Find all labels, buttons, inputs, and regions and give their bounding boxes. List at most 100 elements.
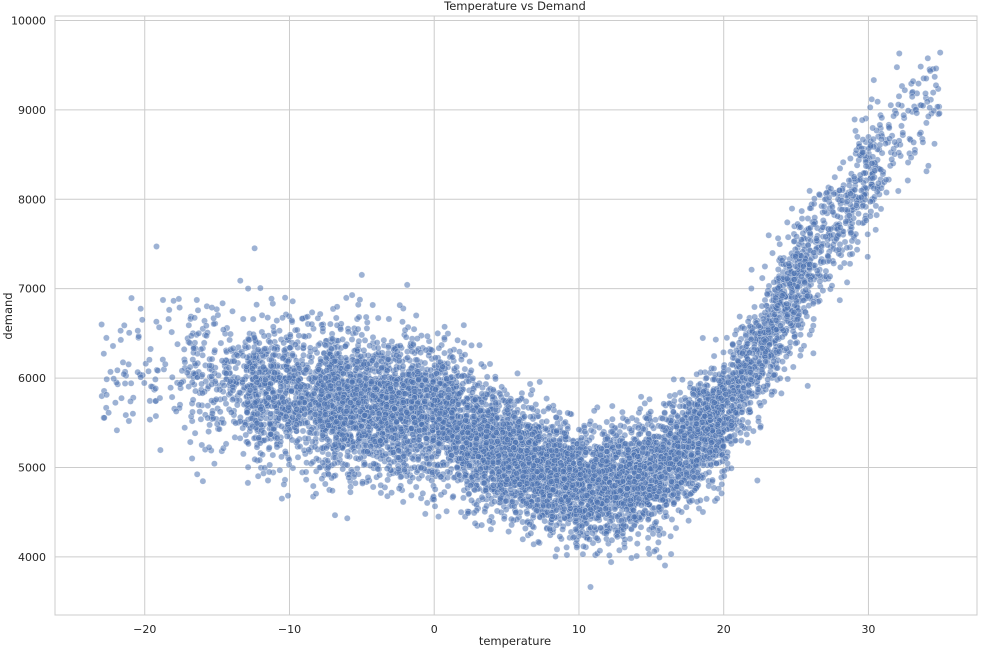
data-point xyxy=(140,379,148,387)
data-point xyxy=(750,427,757,435)
data-point xyxy=(214,311,222,319)
data-point xyxy=(128,294,135,302)
data-point xyxy=(434,330,442,337)
data-point xyxy=(200,339,208,347)
data-point xyxy=(917,63,925,70)
data-point xyxy=(245,440,252,448)
data-point xyxy=(699,334,707,342)
data-point xyxy=(309,482,317,490)
data-point xyxy=(461,365,469,373)
data-point xyxy=(854,238,862,246)
data-point xyxy=(460,321,468,329)
data-point xyxy=(435,344,443,352)
data-point xyxy=(776,240,784,248)
data-point xyxy=(454,336,461,344)
data-point xyxy=(325,471,332,478)
data-point xyxy=(125,329,133,337)
data-point xyxy=(644,516,652,524)
data-point xyxy=(637,393,645,401)
data-point xyxy=(137,305,145,313)
data-point xyxy=(193,296,201,304)
data-point xyxy=(423,499,431,507)
data-point xyxy=(738,422,745,429)
data-point xyxy=(744,419,752,426)
data-point xyxy=(192,387,199,395)
data-point xyxy=(119,359,127,366)
data-point xyxy=(814,291,822,299)
data-point xyxy=(281,294,289,302)
data-point xyxy=(403,281,411,289)
data-point xyxy=(798,207,806,215)
data-point xyxy=(362,313,370,321)
data-point xyxy=(608,536,616,544)
data-point xyxy=(396,301,404,309)
data-point xyxy=(796,352,804,360)
data-point xyxy=(118,394,125,402)
data-point xyxy=(635,431,643,438)
data-point xyxy=(145,367,152,375)
data-point xyxy=(778,390,785,397)
data-point xyxy=(731,331,739,338)
data-point xyxy=(198,380,205,388)
data-point xyxy=(146,397,154,405)
data-point xyxy=(579,550,587,558)
data-point xyxy=(98,321,105,328)
data-point xyxy=(819,217,827,224)
data-point xyxy=(915,80,922,87)
data-point xyxy=(655,539,662,546)
data-point xyxy=(922,75,930,82)
data-point xyxy=(138,316,146,324)
data-point xyxy=(353,465,361,472)
data-point xyxy=(135,332,143,340)
data-point xyxy=(765,231,773,239)
data-point xyxy=(466,358,474,365)
data-point xyxy=(361,337,369,344)
data-point xyxy=(887,101,895,109)
data-point xyxy=(244,463,252,471)
data-point xyxy=(227,330,234,338)
data-point xyxy=(758,274,766,282)
data-point xyxy=(188,455,196,462)
data-point xyxy=(374,314,382,322)
data-point xyxy=(936,110,943,117)
data-point xyxy=(736,313,744,320)
data-point xyxy=(924,54,932,62)
data-point xyxy=(866,104,874,111)
data-point xyxy=(804,215,812,222)
data-point xyxy=(468,497,475,504)
data-point xyxy=(276,466,284,474)
data-point xyxy=(931,140,938,148)
data-point xyxy=(441,349,448,357)
data-point xyxy=(563,551,571,559)
data-point xyxy=(440,488,448,496)
data-point xyxy=(607,558,615,566)
data-point xyxy=(810,315,818,323)
data-point xyxy=(244,285,252,292)
data-point xyxy=(125,361,132,368)
data-point xyxy=(922,90,929,97)
data-point xyxy=(788,205,796,212)
data-point xyxy=(187,332,195,340)
data-point xyxy=(486,517,493,525)
data-point xyxy=(735,339,743,347)
data-point xyxy=(843,279,851,286)
data-point xyxy=(385,315,393,323)
data-point xyxy=(895,50,903,57)
data-point xyxy=(103,334,110,342)
data-point xyxy=(713,495,721,502)
data-point xyxy=(167,384,174,392)
data-point xyxy=(284,492,292,500)
data-point xyxy=(264,314,272,321)
data-point xyxy=(798,215,806,222)
data-point xyxy=(332,314,340,322)
data-point xyxy=(321,480,329,488)
data-point xyxy=(258,311,266,319)
data-point xyxy=(117,336,125,344)
data-point xyxy=(875,179,882,187)
data-point xyxy=(268,295,275,303)
data-point xyxy=(836,296,844,304)
data-point xyxy=(185,321,193,329)
data-point xyxy=(482,487,490,494)
data-point xyxy=(853,246,861,254)
data-point xyxy=(743,431,751,438)
